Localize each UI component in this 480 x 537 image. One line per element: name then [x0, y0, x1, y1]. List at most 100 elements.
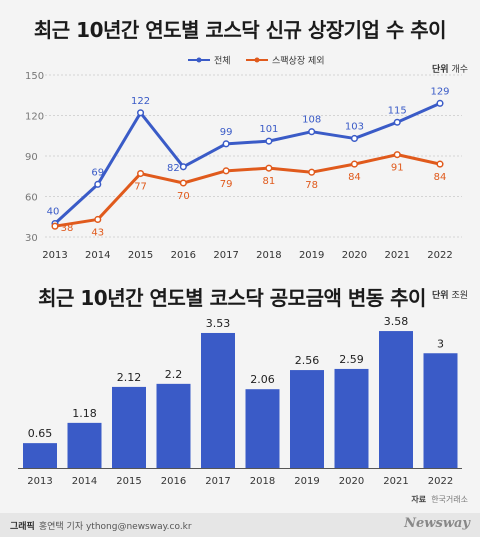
- bar-x-tick-label: 2013: [27, 476, 52, 487]
- bar: [379, 331, 413, 468]
- line-y-tick-label: 30: [25, 233, 38, 244]
- line-point: [350, 134, 358, 142]
- bar-data-label: 3.58: [384, 315, 409, 328]
- legend-swatch-dot: [254, 57, 260, 63]
- line-point: [393, 118, 401, 126]
- line-point: [436, 99, 444, 107]
- credit-label: 그래픽: [10, 522, 35, 532]
- charts-canvas: 30 60 90 120 150 2013 2014 2015 2016 2017 2018 2019…: [18, 55, 462, 487]
- bar: [245, 389, 280, 468]
- line-x-tick-label: 2017: [213, 250, 238, 261]
- line-x-tick-label: 2020: [342, 250, 367, 261]
- line-point: [94, 215, 102, 223]
- line-chart-unit-label: 단위: [432, 65, 449, 75]
- bar: [290, 370, 324, 468]
- line-point: [436, 160, 444, 168]
- line-data-label: 115: [388, 105, 407, 116]
- line-chart-title: 최근 10년간 연도별 코스닥 신규 상장기업 수 추이: [33, 18, 447, 42]
- line-data-label: 69: [91, 167, 104, 178]
- line-point: [308, 128, 316, 136]
- credit-text: 홍연택 기자 ythong@newsway.co.kr: [38, 522, 192, 532]
- line-point: [265, 137, 273, 145]
- bar-chart-title: 최근 10년간 연도별 코스닥 공모금액 변동 추이: [38, 286, 426, 310]
- line-point: [222, 140, 230, 148]
- line-data-label: 40: [47, 207, 60, 218]
- bar-data-label: 2.56: [295, 354, 320, 367]
- line-point: [222, 167, 230, 175]
- credit: 그래픽 홍연택 기자 ythong@newsway.co.kr: [10, 519, 192, 532]
- bar-data-label: 0.65: [28, 427, 53, 440]
- line-point: [393, 151, 401, 159]
- bar-x-tick-label: 2014: [72, 476, 97, 487]
- bar-data-label: 3: [437, 337, 444, 350]
- bar-chart-unit: 단위 조원: [432, 288, 468, 301]
- line-data-label: 91: [391, 163, 404, 174]
- line-data-label: 43: [91, 227, 104, 238]
- bar-x-tick-label: 2019: [294, 476, 319, 487]
- bar-x-tick-label: 2021: [383, 476, 408, 487]
- line-chart-unit-value: 개수: [451, 65, 468, 75]
- bar: [23, 443, 57, 468]
- bar-data-label: 1.18: [72, 407, 97, 420]
- line-point: [51, 222, 59, 230]
- legend-label: 전체: [214, 56, 231, 67]
- line-data-label: 77: [134, 182, 147, 193]
- bar-data-label: 2.2: [165, 368, 183, 381]
- line-point: [94, 180, 102, 188]
- line-point: [179, 179, 187, 187]
- line-data-label: 79: [220, 179, 233, 190]
- bar-x-tick-label: 2018: [250, 476, 275, 487]
- line-data-label: 101: [259, 124, 278, 135]
- line-data-label: 122: [131, 96, 150, 107]
- bar: [423, 353, 458, 468]
- bar: [156, 383, 191, 468]
- line-y-tick-label: 90: [25, 152, 38, 163]
- source-note: 자료 한국거래소: [411, 494, 468, 505]
- line-data-label: 70: [177, 191, 190, 202]
- line-point: [179, 163, 187, 171]
- line-x-tick-label: 2013: [42, 250, 67, 261]
- bar-x-tick-label: 2020: [339, 476, 364, 487]
- bar-data-label: 2.06: [250, 373, 275, 386]
- brand-logo: Newsway: [404, 516, 470, 531]
- line-y-tick-label: 120: [25, 112, 44, 123]
- line-data-label: 129: [430, 86, 449, 97]
- line-y-tick-label: 60: [25, 193, 38, 204]
- bar-data-label: 3.53: [206, 317, 231, 330]
- line-data-label: 108: [302, 115, 321, 126]
- bar: [201, 332, 235, 468]
- line-x-tick-label: 2014: [85, 250, 110, 261]
- line-point: [265, 164, 273, 172]
- bar-x-tick-label: 2016: [161, 476, 186, 487]
- line-chart-unit: 단위 개수: [432, 62, 468, 75]
- source-text: 한국거래소: [431, 495, 468, 504]
- line-data-label: 84: [434, 172, 447, 183]
- line-x-tick-label: 2015: [128, 250, 153, 261]
- line-x-tick-label: 2019: [299, 250, 324, 261]
- bar-data-label: 2.12: [117, 371, 142, 384]
- line-point: [137, 109, 145, 117]
- line-data-label: 82: [167, 163, 180, 174]
- bar-chart-unit-label: 단위: [432, 291, 449, 301]
- line-data-label: 81: [263, 176, 276, 187]
- line-x-tick-label: 2016: [171, 250, 196, 261]
- line-x-tick-label: 2022: [427, 250, 452, 261]
- line-data-label: 78: [305, 180, 318, 191]
- legend-swatch-dot: [196, 57, 202, 63]
- bar: [112, 386, 146, 468]
- line-point: [350, 160, 358, 168]
- line-data-label: 84: [348, 172, 361, 183]
- bar-data-label: 2.59: [339, 353, 364, 366]
- line-series-2: [54, 153, 441, 228]
- source-label: 자료: [411, 495, 427, 504]
- line-series-1: [53, 101, 441, 225]
- bar-x-tick-label: 2022: [428, 476, 453, 487]
- line-point: [308, 168, 316, 176]
- line-x-tick-label: 2018: [256, 250, 281, 261]
- bar-x-tick-label: 2017: [205, 476, 230, 487]
- line-x-tick-label: 2021: [384, 250, 409, 261]
- line-data-label: 103: [345, 121, 364, 132]
- bar: [334, 368, 369, 468]
- line-point: [137, 170, 145, 178]
- legend-label: 스팩상장 제외: [272, 55, 325, 67]
